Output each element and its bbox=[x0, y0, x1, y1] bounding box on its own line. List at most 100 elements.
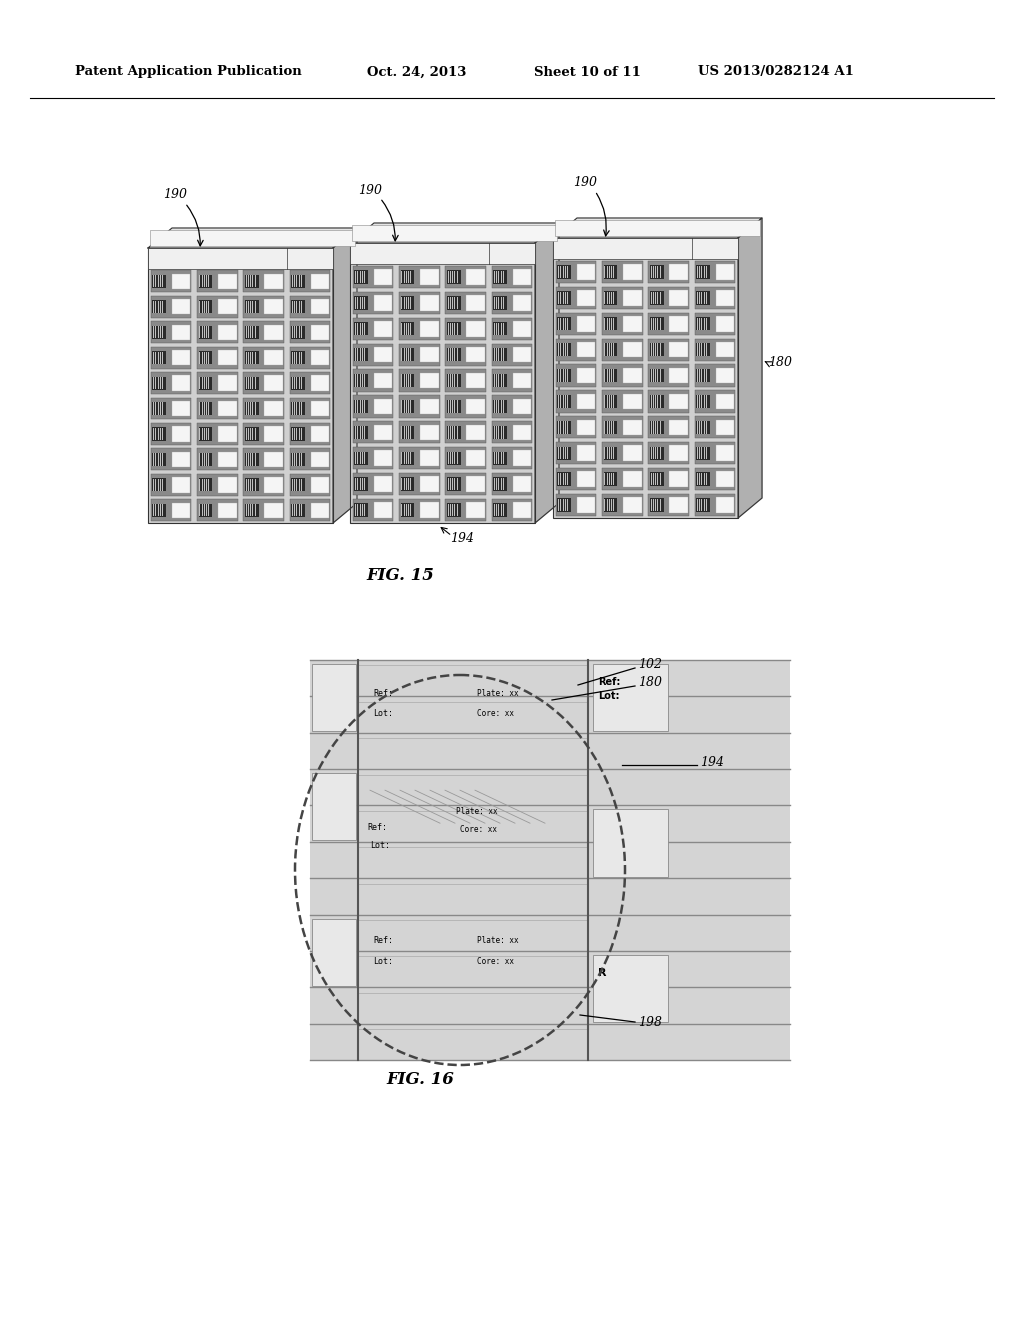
Bar bbox=[244, 422, 284, 445]
Bar bbox=[457, 685, 461, 726]
Bar bbox=[422, 932, 426, 974]
Bar bbox=[151, 499, 191, 521]
Bar bbox=[624, 290, 642, 306]
Bar bbox=[374, 685, 378, 726]
Bar bbox=[696, 473, 710, 486]
Bar bbox=[716, 368, 734, 383]
Bar bbox=[310, 401, 330, 416]
Bar bbox=[694, 416, 735, 438]
Bar bbox=[172, 451, 190, 467]
Bar bbox=[172, 375, 190, 391]
Bar bbox=[445, 343, 486, 366]
Bar bbox=[400, 271, 415, 284]
Bar bbox=[400, 400, 415, 413]
Bar bbox=[624, 315, 642, 331]
Bar bbox=[172, 426, 190, 442]
Bar bbox=[153, 478, 166, 491]
Bar bbox=[353, 292, 393, 314]
Bar bbox=[291, 428, 305, 441]
Bar bbox=[716, 342, 734, 358]
Bar bbox=[694, 261, 735, 282]
Bar bbox=[650, 292, 664, 305]
Text: Lot:: Lot: bbox=[374, 709, 393, 718]
Bar bbox=[648, 469, 689, 490]
Bar bbox=[670, 393, 688, 409]
Bar bbox=[291, 326, 305, 339]
Bar bbox=[694, 286, 735, 309]
Bar bbox=[218, 401, 237, 416]
Bar bbox=[422, 685, 426, 726]
Text: 190: 190 bbox=[163, 189, 187, 202]
Bar bbox=[199, 403, 213, 414]
Bar bbox=[604, 265, 617, 279]
Bar bbox=[153, 376, 166, 389]
Bar bbox=[602, 261, 643, 282]
Bar bbox=[513, 372, 531, 388]
Bar bbox=[492, 265, 532, 288]
Bar bbox=[354, 348, 369, 362]
Bar bbox=[310, 478, 330, 492]
Bar bbox=[513, 269, 531, 285]
Bar bbox=[172, 478, 190, 492]
Bar bbox=[557, 499, 571, 512]
Bar bbox=[264, 350, 283, 366]
Bar bbox=[290, 422, 330, 445]
Bar bbox=[420, 809, 429, 847]
Bar bbox=[409, 932, 412, 974]
Bar bbox=[604, 499, 617, 512]
Bar bbox=[290, 296, 330, 318]
Bar bbox=[431, 808, 441, 845]
Polygon shape bbox=[148, 228, 357, 248]
Bar bbox=[446, 271, 461, 284]
Bar bbox=[694, 494, 735, 516]
Bar bbox=[199, 351, 213, 364]
Bar bbox=[199, 428, 213, 441]
Bar bbox=[555, 220, 760, 236]
Bar bbox=[650, 473, 664, 486]
Bar bbox=[290, 474, 330, 496]
Bar bbox=[557, 421, 571, 434]
Bar bbox=[670, 342, 688, 358]
Text: 198: 198 bbox=[638, 1015, 662, 1028]
Text: 194: 194 bbox=[700, 756, 724, 770]
Bar bbox=[492, 370, 532, 392]
Bar bbox=[290, 372, 330, 395]
Bar bbox=[716, 445, 734, 461]
Bar bbox=[244, 449, 284, 470]
Bar bbox=[374, 296, 392, 310]
Bar bbox=[374, 347, 392, 363]
Bar bbox=[199, 326, 213, 339]
Text: Core: xx: Core: xx bbox=[477, 709, 514, 718]
Bar bbox=[553, 238, 738, 259]
Bar bbox=[312, 919, 356, 986]
Text: 180: 180 bbox=[768, 356, 792, 370]
Bar bbox=[264, 375, 283, 391]
Bar bbox=[557, 265, 571, 279]
Bar bbox=[494, 296, 507, 309]
Bar bbox=[694, 313, 735, 335]
Bar bbox=[151, 474, 191, 496]
Bar bbox=[197, 449, 238, 470]
Bar bbox=[291, 478, 305, 491]
Bar bbox=[513, 399, 531, 414]
Bar bbox=[218, 426, 237, 442]
Bar bbox=[310, 451, 330, 467]
Bar bbox=[446, 348, 461, 362]
Bar bbox=[670, 315, 688, 331]
Text: Plate: xx: Plate: xx bbox=[457, 807, 498, 816]
Bar bbox=[374, 321, 392, 337]
Bar bbox=[148, 248, 333, 523]
Text: 190: 190 bbox=[573, 177, 597, 190]
Polygon shape bbox=[738, 218, 762, 517]
Bar bbox=[244, 397, 284, 420]
Text: Ref:: Ref: bbox=[367, 822, 387, 832]
Bar bbox=[694, 469, 735, 490]
Bar bbox=[420, 321, 438, 337]
Bar bbox=[464, 685, 467, 726]
Bar bbox=[197, 321, 238, 343]
Bar bbox=[696, 317, 710, 330]
Bar bbox=[365, 925, 580, 981]
Bar bbox=[445, 447, 486, 470]
Bar bbox=[604, 473, 617, 486]
Bar bbox=[624, 471, 642, 487]
